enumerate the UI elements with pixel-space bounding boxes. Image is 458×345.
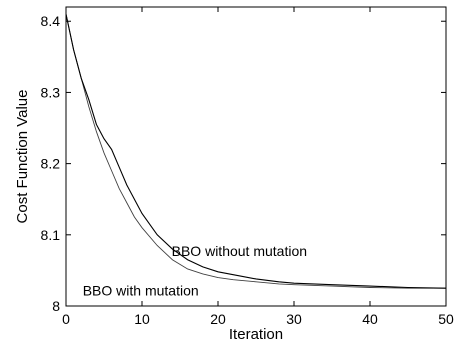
y-axis-title: Cost Function Value: [14, 90, 31, 224]
x-tick-label: 50: [438, 311, 454, 327]
x-tick-label: 30: [286, 311, 302, 327]
y-tick-label: 8.3: [41, 84, 61, 100]
annotation-1: BBO with mutation: [83, 282, 199, 298]
x-tick-label: 0: [62, 311, 70, 327]
series-line-without-mutation: [65, 14, 447, 289]
y-tick-label: 8: [52, 298, 60, 314]
x-tick-label: 20: [210, 311, 226, 327]
x-tick-label: 40: [362, 311, 378, 327]
series-line-with-mutation: [65, 14, 446, 289]
y-tick-label: 8.2: [41, 156, 61, 172]
plot-frame: [65, 6, 447, 307]
x-tick-label: 10: [134, 311, 150, 327]
annotation-0: BBO without mutation: [172, 243, 307, 259]
y-tick-label: 8.1: [41, 227, 61, 243]
x-axis-title: Iteration: [229, 326, 283, 343]
y-tick-label: 8.4: [41, 13, 61, 29]
